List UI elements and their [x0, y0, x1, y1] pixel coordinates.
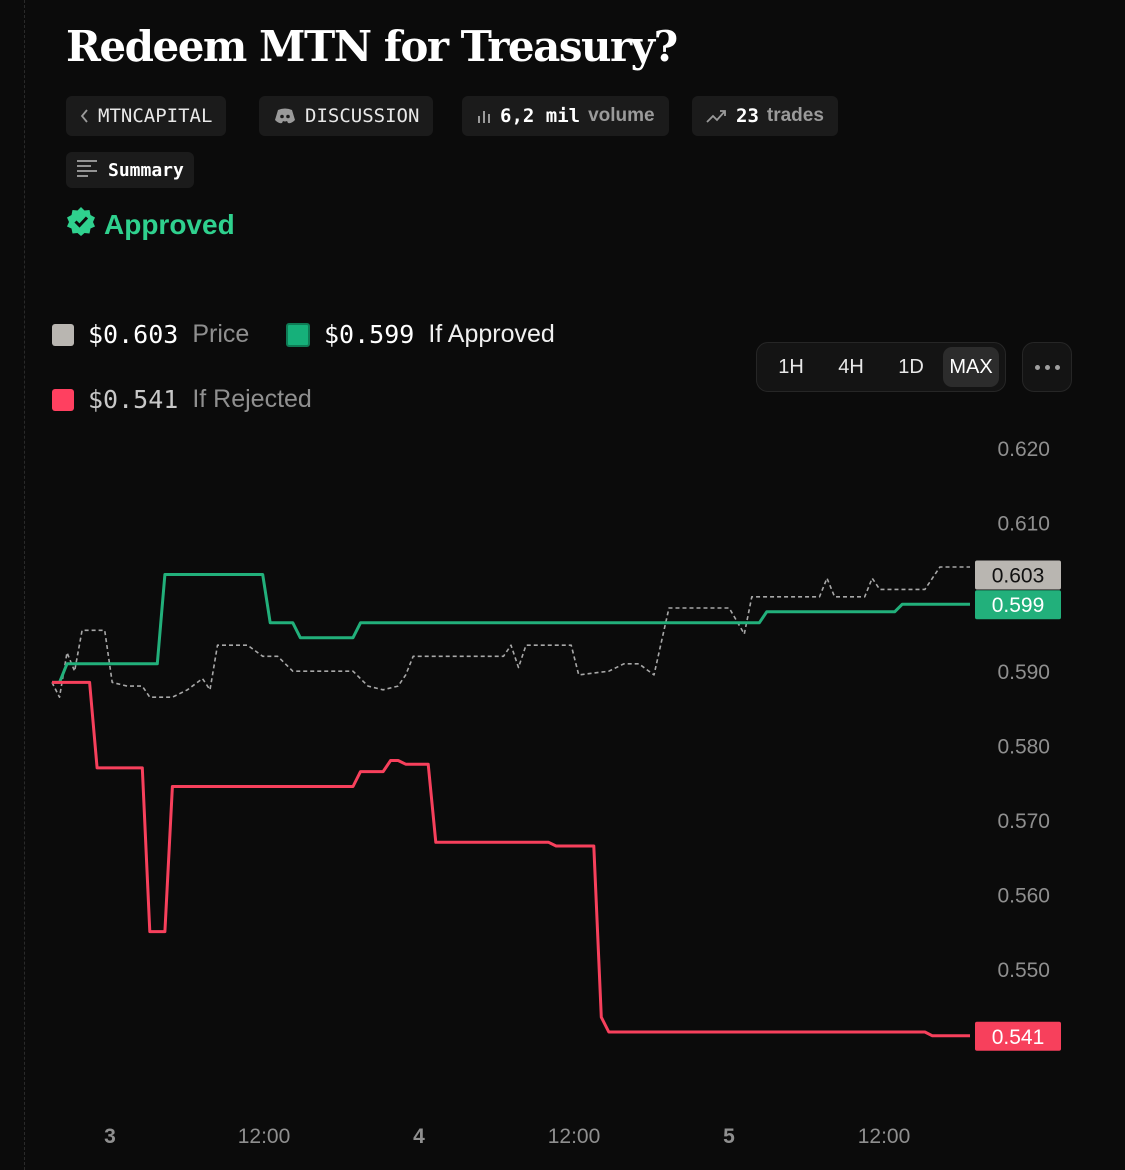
x-tick-label: 3 — [104, 1125, 116, 1148]
status-label: Approved — [104, 208, 235, 240]
summary-button[interactable]: Summary — [66, 152, 194, 188]
rejected-last-value-tag — [975, 1021, 1061, 1051]
rejected-last-value-tag-text: 0.541 — [992, 1026, 1045, 1049]
legend-approved-value: $0.599 — [324, 320, 415, 349]
trades-value: 23 — [736, 105, 759, 127]
legend-approved-label: If Approved — [428, 320, 555, 348]
timeframe-max-button[interactable]: MAX — [943, 347, 999, 387]
rejected-series-line — [52, 680, 970, 1038]
legend-price-value: $0.603 — [88, 320, 179, 349]
timeframe-1h-button[interactable]: 1H — [778, 355, 804, 378]
y-tick-label: 0.610 — [997, 512, 1050, 535]
org-breadcrumb-chip[interactable]: MTNCAPITAL — [66, 96, 227, 136]
y-tick-label: 0.570 — [997, 810, 1050, 833]
y-tick-label: 0.590 — [997, 661, 1050, 684]
y-tick-label: 0.580 — [997, 736, 1050, 759]
price-last-value-tag-text: 0.603 — [992, 564, 1045, 587]
more-icon-dot — [1054, 364, 1060, 370]
approved-series-line — [52, 573, 970, 684]
trades-label: trades — [766, 105, 824, 126]
bar-chart-icon — [476, 108, 492, 124]
legend-rejected-value: $0.541 — [88, 385, 179, 414]
x-tick-label: 12:00 — [858, 1125, 911, 1148]
legend-rejected-swatch — [52, 388, 74, 411]
discussion-chip[interactable]: DISCUSSION — [259, 96, 434, 136]
volume-value: 6,2 mil — [500, 105, 581, 127]
more-options-button[interactable] — [1022, 342, 1072, 392]
status-badge: Approved — [66, 206, 235, 243]
y-tick-label: 0.560 — [997, 884, 1050, 907]
legend-rejected: $0.541 If Rejected — [52, 385, 312, 414]
legend-price: $0.603 Price — [52, 320, 249, 349]
legend-approved-swatch — [286, 322, 310, 347]
legend-price-swatch — [52, 323, 74, 346]
volume-chip: 6,2 mil volume — [462, 96, 669, 136]
price-series-line — [51, 566, 970, 698]
page-edge-divider — [24, 0, 25, 1170]
page-title: Redeem MTN for Treasury? — [66, 22, 678, 71]
legend-rejected-label: If Rejected — [192, 385, 312, 413]
more-icon — [1034, 364, 1040, 370]
y-tick-label: 0.550 — [997, 959, 1050, 982]
list-icon — [76, 159, 98, 182]
volume-label: volume — [588, 105, 655, 126]
x-tick-label: 5 — [723, 1125, 735, 1148]
summary-label: Summary — [108, 159, 184, 181]
discord-icon — [273, 107, 297, 125]
approved-last-value-tag-text: 0.599 — [992, 594, 1045, 617]
timeframe-1d-button[interactable]: 1D — [898, 355, 924, 378]
y-tick-label: 0.620 — [997, 438, 1050, 461]
price-last-value-tag — [975, 560, 1061, 590]
x-tick-label: 12:00 — [548, 1125, 601, 1148]
legend-approved: $0.599 If Approved — [286, 320, 555, 349]
more-icon-dot — [1044, 364, 1050, 370]
approved-last-value-tag — [975, 590, 1061, 620]
org-name: MTNCAPITAL — [98, 105, 213, 127]
discussion-label: DISCUSSION — [305, 105, 420, 127]
chevron-left-icon — [80, 108, 90, 124]
verified-badge-icon — [66, 206, 96, 243]
trades-chip: 23 trades — [692, 96, 838, 136]
legend-price-label: Price — [192, 320, 250, 348]
trend-icon — [706, 108, 728, 124]
timeframe-selector: 1H 4H 1D MAX — [756, 342, 1006, 392]
x-tick-label: 4 — [413, 1125, 425, 1148]
x-tick-label: 12:00 — [238, 1125, 291, 1148]
timeframe-4h-button[interactable]: 4H — [838, 355, 864, 378]
